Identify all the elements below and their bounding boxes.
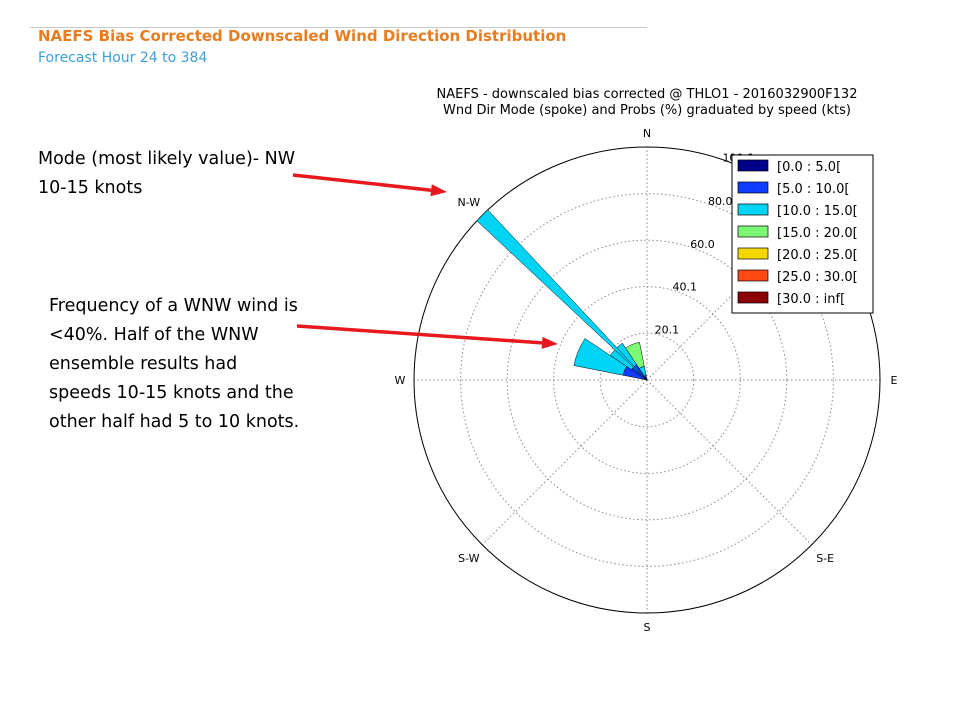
direction-label: N-W bbox=[457, 196, 480, 209]
chart-subtitle: Wnd Dir Mode (spoke) and Probs (%) gradu… bbox=[443, 103, 851, 118]
polar-grid bbox=[413, 146, 881, 614]
sector-bar bbox=[573, 338, 628, 376]
radial-tick-label: 60.0 bbox=[690, 238, 715, 251]
direction-label: S-E bbox=[816, 552, 834, 565]
annotation-mode-text: Mode (most likely value)- NW 10-15 knots bbox=[38, 149, 296, 198]
page-title: NAEFS Bias Corrected Downscaled Wind Dir… bbox=[38, 27, 567, 45]
annotation-arrow-line bbox=[292, 173, 432, 192]
legend-label: [5.0 : 10.0[ bbox=[777, 182, 849, 197]
legend-swatch bbox=[737, 247, 769, 260]
legend-swatch bbox=[737, 269, 769, 282]
wind-sectors bbox=[476, 209, 648, 381]
direction-label: W bbox=[395, 374, 406, 387]
grid-circle bbox=[460, 193, 834, 567]
grid-circle bbox=[599, 332, 695, 428]
direction-label: N bbox=[643, 127, 651, 140]
legend-label: [25.0 : 30.0[ bbox=[777, 270, 858, 285]
radial-tick-label: 80.0 bbox=[708, 195, 733, 208]
speed-legend: [0.0 : 5.0[ [5.0 : 10.0[ [10.0 : 15.0[ [15.… bbox=[731, 154, 874, 314]
legend-label: [20.0 : 25.0[ bbox=[777, 248, 858, 263]
grid-circle bbox=[506, 239, 788, 521]
legend-swatch bbox=[737, 159, 769, 172]
legend-label: [30.0 : inf[ bbox=[777, 292, 845, 307]
page-subtitle: Forecast Hour 24 to 384 bbox=[38, 50, 208, 66]
legend-swatch bbox=[737, 203, 769, 216]
annotation-arrow-head bbox=[430, 184, 447, 197]
legend-label: [0.0 : 5.0[ bbox=[777, 160, 841, 175]
outer-circle bbox=[413, 146, 881, 614]
direction-label: E bbox=[891, 374, 898, 387]
annotation-arrow-head bbox=[541, 336, 558, 349]
radial-tick-label: 20.1 bbox=[655, 324, 680, 337]
grid-spoke bbox=[646, 379, 813, 546]
annotation-arrows bbox=[292, 173, 558, 349]
header-divider bbox=[30, 27, 647, 28]
radial-tick-label: 40.1 bbox=[673, 281, 698, 294]
legend-label: [15.0 : 20.0[ bbox=[777, 226, 858, 241]
grid-spoke bbox=[646, 214, 813, 381]
legend-swatch bbox=[737, 181, 769, 194]
mode-spoke bbox=[476, 209, 648, 381]
annotation-frequency-text: Frequency of a WNW wind is <40%. Half of… bbox=[49, 296, 300, 432]
legend-label: [10.0 : 15.0[ bbox=[777, 204, 858, 219]
legend-swatch bbox=[737, 291, 769, 304]
annotation-arrow-line bbox=[296, 324, 543, 345]
chart-title: NAEFS - downscaled bias corrected @ THLO… bbox=[437, 87, 858, 102]
direction-label: S bbox=[644, 621, 651, 634]
grid-spoke bbox=[481, 379, 648, 546]
sector-bar bbox=[625, 342, 645, 369]
direction-label: S-W bbox=[458, 552, 480, 565]
legend-swatch bbox=[737, 225, 769, 238]
